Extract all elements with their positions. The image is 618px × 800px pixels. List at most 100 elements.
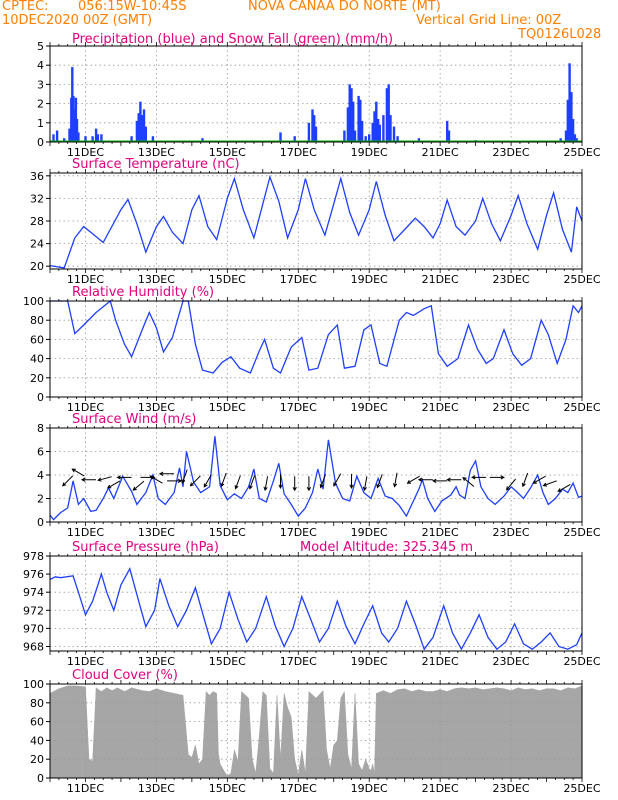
precip-bar (382, 115, 385, 142)
wind-arrow (462, 476, 475, 487)
precip-bar (348, 84, 351, 142)
wind-arrow (376, 474, 383, 489)
precip-title: Precipitation (blue) and Snow Fall (gree… (72, 32, 393, 47)
cloud-panel (46, 680, 583, 782)
cloud-ytick-label: 0 (37, 772, 44, 785)
precip-ytick-label: 0 (37, 136, 44, 149)
wind-xtick-label: 17DEC (280, 526, 317, 539)
precip-bar (368, 134, 371, 142)
precip-bar (571, 119, 575, 142)
wind-arrow (333, 473, 342, 487)
pressure-xtick-label: 13DEC (138, 655, 175, 668)
humidity-xtick-label: 13DEC (138, 401, 175, 414)
humidity-ytick-label: 20 (30, 372, 44, 385)
precip-bar (72, 95, 75, 142)
cloud-ytick-label: 60 (30, 716, 44, 729)
precip-bar (311, 109, 314, 142)
pressure-ytick-label: 972 (23, 604, 44, 617)
header-source: CPTEC: (2, 0, 49, 14)
pressure-ytick-label: 976 (23, 568, 44, 581)
wind-arrow (189, 475, 201, 487)
temperature-line (49, 174, 583, 269)
humidity-xtick-label: 11DEC (67, 401, 104, 414)
precip-bar (373, 111, 376, 142)
precip-xtick-label: 13DEC (138, 146, 175, 159)
precip-xtick-label: 19DEC (351, 146, 388, 159)
humidity-ytick-label: 80 (30, 314, 44, 327)
wind-ytick-label: 0 (37, 516, 44, 529)
precip-bar (573, 134, 577, 142)
wind-arrow (71, 468, 85, 477)
wind-arrow (80, 477, 96, 482)
precip-xtick-label: 23DEC (493, 146, 530, 159)
temperature-ytick-label: 32 (30, 192, 44, 205)
header-grid-note: Vertical Grid Line: 00Z (416, 13, 562, 28)
humidity-title: Relative Humidity (%) (72, 285, 214, 300)
temperature-xtick-label: 23DEC (493, 273, 530, 286)
precip-bar (575, 138, 578, 142)
precip-bar (346, 107, 350, 142)
cloud-xtick-label: 17DEC (280, 782, 317, 795)
precip-bar (570, 92, 573, 142)
precip-bar (371, 122, 374, 142)
pressure-panel (46, 552, 583, 655)
precip-bar (91, 136, 94, 142)
wind-arrow (319, 474, 326, 489)
precip-bar (447, 130, 451, 142)
header-location: NOVA CANAA DO NORTE (MT) (248, 0, 441, 14)
wind-xtick-label: 13DEC (138, 526, 175, 539)
cloud-xtick-label: 15DEC (209, 782, 246, 795)
temperature-xtick-label: 13DEC (138, 273, 175, 286)
precip-bar (279, 132, 282, 142)
precip-ytick-label: 3 (37, 78, 44, 91)
wind-arrow (349, 473, 354, 489)
humidity-ytick-label: 0 (37, 391, 44, 404)
cloud-xtick-label: 13DEC (138, 782, 175, 795)
precip-xtick-label: 17DEC (280, 146, 317, 159)
humidity-panel (46, 297, 583, 401)
precip-bar (446, 120, 449, 142)
precip-bar (559, 138, 562, 142)
wind-arrow (62, 475, 74, 487)
humidity-ytick-label: 40 (30, 353, 44, 366)
wind-arrow (203, 474, 212, 488)
humidity-xtick-label: 15DEC (209, 401, 246, 414)
precip-bar (364, 136, 367, 142)
humidity-line (50, 299, 583, 374)
wind-arrow (505, 478, 516, 491)
wind-line (49, 436, 583, 521)
humidity-xtick-label: 17DEC (280, 401, 317, 414)
precip-xtick-label: 11DEC (67, 146, 104, 159)
precip-bar (55, 130, 59, 142)
precip-bar (52, 134, 55, 142)
precip-xtick-label: 25DEC (563, 146, 600, 159)
pressure-ytick-label: 974 (23, 586, 44, 599)
wind-arrow (306, 476, 312, 492)
wind-arrow (292, 476, 297, 492)
humidity-xtick-label: 23DEC (493, 401, 530, 414)
precip-ytick-label: 1 (37, 117, 44, 130)
wind-ytick-label: 8 (37, 422, 44, 435)
cloud-xtick-label: 23DEC (493, 782, 530, 795)
wind-xtick-label: 21DEC (422, 526, 459, 539)
precip-bar (144, 126, 147, 142)
precip-bar (84, 136, 87, 142)
precip-xtick-label: 21DEC (422, 146, 459, 159)
wind-arrow (406, 475, 420, 484)
precip-bar (378, 124, 381, 142)
humidity-xtick-label: 21DEC (422, 401, 459, 414)
pressure-ytick-label: 978 (23, 550, 44, 563)
wind-ytick-label: 2 (37, 493, 44, 506)
wind-arrow (432, 478, 448, 484)
cloud-xtick-label: 25DEC (563, 782, 600, 795)
temperature-title: Surface Temperature (nC) (72, 157, 240, 172)
cloud-ytick-label: 100 (23, 678, 44, 691)
header-coords: 056:15W-10:45S (78, 0, 187, 14)
humidity-ytick-label: 60 (30, 333, 44, 346)
pressure-line (49, 566, 583, 651)
wind-ytick-label: 4 (37, 469, 44, 482)
precip-bar (385, 88, 389, 142)
wind-arrow (417, 477, 433, 482)
precip-ytick-label: 5 (37, 40, 44, 53)
